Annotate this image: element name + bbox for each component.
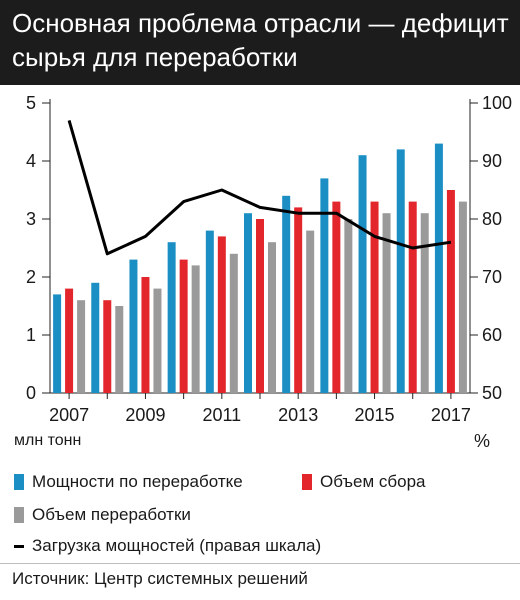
bar-capacity xyxy=(167,242,176,393)
right-tick-label: 90 xyxy=(482,151,502,171)
left-tick-label: 0 xyxy=(26,383,36,403)
bar-processing xyxy=(229,253,238,393)
legend-label-capacity: Мощности по переработке xyxy=(32,472,243,491)
legend-swatch-collection xyxy=(302,474,312,490)
right-tick-label: 60 xyxy=(482,325,502,345)
legend-label-collection: Объем сбора xyxy=(320,472,426,491)
x-tick-label: 2011 xyxy=(202,405,241,425)
legend-item-collection: Объем сбора xyxy=(302,472,426,492)
right-tick-label: 50 xyxy=(482,383,502,403)
bar-collection xyxy=(65,288,74,393)
bar-collection xyxy=(408,201,417,393)
left-tick-label: 1 xyxy=(26,325,36,345)
bar-processing xyxy=(191,265,200,393)
left-tick-label: 2 xyxy=(26,267,36,287)
legend-item-utilization: Загрузка мощностей (правая шкала) xyxy=(14,536,321,556)
x-tick-label: 2009 xyxy=(125,405,165,425)
bar-capacity xyxy=(205,230,214,393)
utilization-line xyxy=(67,119,452,256)
bar-processing xyxy=(115,306,124,393)
legend-swatch-capacity xyxy=(14,474,24,490)
x-tick-label: 2017 xyxy=(431,405,471,425)
bar-processing xyxy=(420,213,429,393)
bar-capacity xyxy=(129,259,138,393)
right-tick-label: 100 xyxy=(482,93,512,113)
bar-capacity xyxy=(358,155,367,393)
legend-item-capacity: Мощности по переработке xyxy=(14,472,243,492)
bar-capacity xyxy=(434,143,443,393)
bar-capacity xyxy=(244,213,252,393)
right-tick-label: 80 xyxy=(482,209,502,229)
legend-swatch-processing xyxy=(14,507,24,523)
bar-collection xyxy=(256,219,264,393)
x-tick-label: 2013 xyxy=(278,405,318,425)
bar-processing xyxy=(268,242,276,393)
bar-processing xyxy=(344,219,353,393)
bar-collection xyxy=(103,300,112,393)
left-tick-label: 5 xyxy=(26,93,36,113)
left-tick-label: 4 xyxy=(26,151,36,171)
footer-divider xyxy=(0,563,520,564)
bar-collection xyxy=(370,201,379,393)
bar-processing xyxy=(382,213,391,393)
bar-processing xyxy=(77,300,86,393)
x-tick-label: 2015 xyxy=(355,405,395,425)
bar-processing xyxy=(306,230,315,393)
legend-swatch-utilization xyxy=(14,544,24,548)
bar-collection xyxy=(179,259,188,393)
source-note: Источник: Центр системных решений xyxy=(12,569,308,588)
bar-capacity xyxy=(91,282,100,393)
bar-capacity xyxy=(282,195,291,393)
bar-capacity xyxy=(320,178,329,393)
bar-processing xyxy=(153,288,162,393)
left-tick-label: 3 xyxy=(26,209,36,229)
bar-capacity xyxy=(53,294,62,393)
chart-title: Основная проблема отрасли — дефицит сырь… xyxy=(12,8,509,72)
bar-collection xyxy=(294,207,303,393)
right-tick-label: 70 xyxy=(482,267,502,287)
bar-capacity xyxy=(396,149,405,393)
right-axis-unit: % xyxy=(474,431,490,451)
bar-collection xyxy=(217,236,226,393)
x-tick-label: 2007 xyxy=(49,405,89,425)
legend-label-processing: Объем переработки xyxy=(32,505,191,524)
title-bar: Основная проблема отрасли — дефицит сырь… xyxy=(0,0,520,85)
bar-processing xyxy=(458,201,467,393)
legend-item-processing: Объем переработки xyxy=(14,505,191,525)
legend-label-utilization: Загрузка мощностей (правая шкала) xyxy=(32,536,322,555)
bar-collection xyxy=(141,277,150,393)
bar-collection xyxy=(446,190,455,393)
bar-collection xyxy=(332,201,341,393)
left-axis-unit: млн тонн xyxy=(14,432,81,449)
bar-line-chart: 0 1 2 3 4 5 50 60 70 80 90 100 2007 2009 2011 2013 2015 2… xyxy=(14,93,512,451)
